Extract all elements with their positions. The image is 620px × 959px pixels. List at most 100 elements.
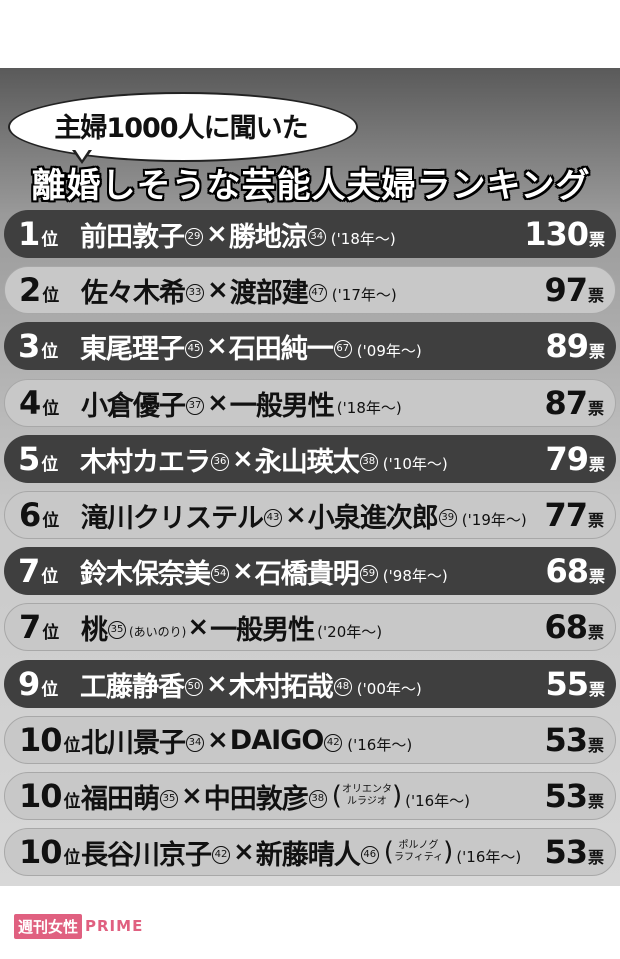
vote-number: 77 (544, 496, 588, 534)
husband-name: 新藤晴人 (255, 839, 361, 871)
vote-count: 53票 (544, 777, 604, 815)
rank-suffix: 位 (41, 230, 58, 250)
wife-age: 36 (211, 453, 229, 471)
husband-name: DAIGO (229, 724, 324, 756)
marriage-year: ('20年〜) (317, 622, 383, 641)
marriage-year: ('18年〜) (330, 229, 396, 248)
logo-en: PRIME (85, 917, 144, 935)
vote-count: 77票 (544, 496, 604, 534)
vote-count: 79票 (545, 440, 605, 478)
husband-name: 一般男性 (229, 390, 335, 422)
marriage-year: ('16年〜) (347, 735, 413, 754)
vote-number: 79 (545, 440, 589, 478)
couple-names: 木村カエラ 36 × 永山瑛太 38 ('10年〜) (80, 440, 545, 479)
ranking-row: 10 位福田萌 35 × 中田敦彦 38(オリエンタ ルラジオ) ('16年〜) 53票 (4, 772, 616, 820)
wife-name: 桃 (81, 614, 108, 646)
rank-number: 1 (18, 215, 40, 253)
vote-count: 68票 (545, 552, 605, 590)
paren-close: ) (443, 837, 454, 867)
wife-name: 長谷川京子 (81, 839, 212, 871)
vote-suffix: 票 (588, 455, 605, 474)
bubble-text: 主婦1000人に聞いた (54, 112, 308, 144)
times-sign: × (181, 781, 203, 811)
rank-label: 10 位 (19, 833, 81, 871)
times-sign: × (233, 837, 255, 867)
wife-age: 35 (160, 790, 178, 808)
rank-suffix: 位 (41, 680, 58, 700)
husband-age: 38 (359, 453, 378, 471)
rank-number: 10 (19, 777, 63, 815)
group-name: ポルノグ ラフィティ (394, 840, 443, 864)
wife-name: 東尾理子 (80, 333, 185, 365)
husband-age: 59 (359, 565, 378, 583)
wife-age: 34 (186, 734, 204, 752)
speech-bubble-tail-fill (74, 148, 90, 160)
vote-count: 55票 (545, 665, 605, 703)
group-name: オリエンタ ルラジオ (342, 784, 392, 808)
husband-age: 34 (307, 228, 326, 246)
marriage-year: ('10年〜) (382, 454, 448, 473)
group-name-line: ルラジオ (347, 796, 387, 807)
husband-age: 39 (438, 509, 457, 527)
marriage-year: ('19年〜) (461, 510, 527, 529)
husband-group: (オリエンタ ルラジオ) (332, 781, 402, 811)
marriage-year: ('09年〜) (356, 341, 422, 360)
times-sign: × (206, 331, 228, 361)
vote-number: 55 (545, 665, 589, 703)
ranking-row: 10 位長谷川京子 42 × 新藤晴人 46(ポルノグ ラフィティ) ('16年〜) 53票 (4, 828, 616, 876)
logo-jp: 週刊女性 (14, 913, 83, 939)
wife-note: (あいのり) (129, 624, 187, 639)
vote-number: 97 (544, 271, 588, 309)
vote-count: 53票 (544, 833, 604, 871)
vote-count: 68票 (544, 608, 604, 646)
rank-label: 10 位 (19, 721, 81, 759)
vote-number: 68 (545, 552, 589, 590)
paren-open: ( (383, 837, 394, 867)
rank-number: 7 (18, 552, 40, 590)
paren-open: ( (331, 781, 342, 811)
wife-age: 42 (212, 846, 230, 864)
ranking-row: 5 位木村カエラ 36 × 永山瑛太 38 ('10年〜) 79票 (4, 435, 616, 483)
rank-number: 10 (19, 833, 63, 871)
times-sign: × (187, 612, 210, 642)
wife-age: 35 (108, 621, 126, 639)
vote-number: 53 (544, 721, 588, 759)
vote-suffix: 票 (588, 680, 605, 699)
wife-name: 滝川クリステル (81, 502, 264, 534)
rank-suffix: 位 (42, 286, 59, 306)
husband-name: 永山瑛太 (254, 446, 360, 478)
rank-suffix: 位 (41, 455, 58, 475)
wife-name: 小倉優子 (81, 390, 186, 422)
group-name-line: ラフィティ (393, 852, 444, 863)
vote-suffix: 票 (587, 792, 604, 811)
couple-names: 鈴木保奈美 54 × 石橋貴明 59 ('98年〜) (80, 552, 545, 591)
vote-number: 89 (545, 327, 589, 365)
husband-age: 42 (324, 734, 343, 752)
couple-names: 前田敦子 29 × 勝地涼 34 ('18年〜) (80, 215, 524, 254)
couple-names: 東尾理子 45 × 石田純一 67 ('09年〜) (80, 327, 545, 366)
vote-suffix: 票 (588, 567, 605, 586)
times-sign: × (206, 219, 228, 249)
husband-name: 勝地涼 (228, 221, 308, 253)
vote-suffix: 票 (587, 399, 604, 418)
husband-name: 中田敦彦 (203, 783, 309, 815)
ranking-row: 10 位北川景子 34 × DAIGO 42 ('16年〜) 53票 (4, 716, 616, 764)
marriage-year: ('98年〜) (382, 566, 448, 585)
vote-count: 89票 (545, 327, 605, 365)
husband-name: 木村拓哉 (228, 671, 334, 703)
vote-suffix: 票 (587, 623, 604, 642)
wife-age: 43 (264, 509, 282, 527)
wife-age: 54 (211, 565, 229, 583)
ranking-row: 3 位東尾理子 45 × 石田純一 67 ('09年〜) 89票 (4, 322, 616, 370)
couple-names: 福田萌 35 × 中田敦彦 38(オリエンタ ルラジオ) ('16年〜) (81, 777, 544, 816)
husband-name: 石橋貴明 (254, 558, 360, 590)
vote-number: 87 (544, 384, 588, 422)
couple-names: 佐々木希 33 × 渡部建 47 ('17年〜) (81, 271, 544, 310)
rank-suffix: 位 (41, 342, 58, 362)
rank-number: 9 (18, 665, 40, 703)
times-sign: × (207, 388, 229, 418)
